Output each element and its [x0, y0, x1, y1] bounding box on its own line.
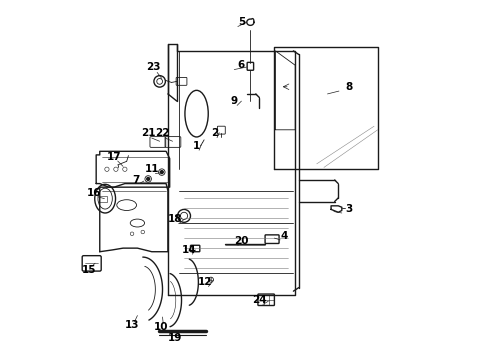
- Text: 4: 4: [281, 231, 288, 240]
- Text: 1: 1: [193, 141, 200, 151]
- Text: 22: 22: [155, 129, 170, 138]
- Text: 3: 3: [345, 204, 353, 214]
- Bar: [98, 197, 107, 202]
- Text: 17: 17: [107, 152, 122, 162]
- Text: 7: 7: [132, 175, 139, 185]
- Text: 10: 10: [153, 322, 168, 332]
- Text: 11: 11: [145, 164, 159, 174]
- Text: 9: 9: [231, 96, 238, 106]
- Text: 6: 6: [238, 60, 245, 70]
- Text: 16: 16: [87, 188, 101, 198]
- Text: 18: 18: [168, 215, 182, 224]
- Text: 19: 19: [168, 333, 182, 343]
- Text: 2: 2: [211, 129, 218, 138]
- Text: 12: 12: [198, 277, 213, 287]
- Text: 24: 24: [252, 295, 267, 305]
- Text: 14: 14: [182, 245, 196, 255]
- Text: 20: 20: [234, 236, 248, 246]
- Text: 13: 13: [125, 320, 139, 330]
- Text: 21: 21: [141, 129, 155, 138]
- Circle shape: [160, 171, 163, 174]
- Text: 5: 5: [238, 17, 245, 27]
- Text: 23: 23: [147, 62, 161, 72]
- Text: 8: 8: [345, 82, 353, 92]
- Text: 15: 15: [82, 265, 96, 275]
- Circle shape: [147, 177, 149, 180]
